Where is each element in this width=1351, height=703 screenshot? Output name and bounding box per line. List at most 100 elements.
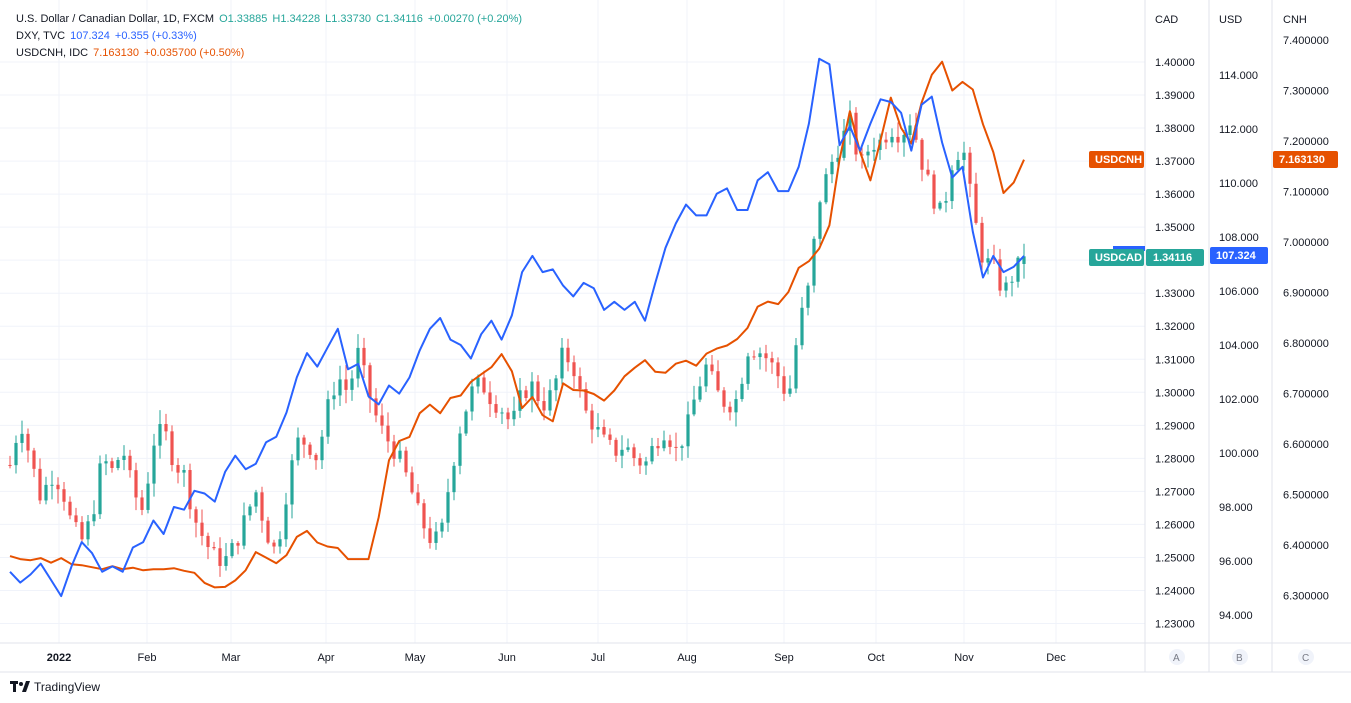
- candle-body: [236, 543, 240, 546]
- candle-body: [788, 388, 792, 394]
- cnh-tick-label: 7.400000: [1283, 35, 1329, 47]
- candle-body: [590, 410, 594, 430]
- usd-tick-label: 110.000: [1219, 178, 1258, 190]
- candle-body: [260, 492, 264, 521]
- candle-body: [698, 386, 702, 400]
- candle-body: [494, 404, 498, 413]
- scale-button-b-label: B: [1236, 653, 1243, 664]
- candle-body: [1016, 257, 1020, 282]
- candle-body: [812, 238, 816, 286]
- scale-button-c-label: C: [1302, 653, 1309, 664]
- scale-button-a-label: A: [1173, 653, 1180, 664]
- cad-tick-label: 1.28000: [1155, 453, 1195, 465]
- scale-button-c[interactable]: C: [1298, 649, 1314, 665]
- candle-body: [86, 521, 90, 540]
- candle-body: [848, 112, 852, 131]
- candle-body: [1004, 282, 1008, 291]
- cad-axis[interactable]: 1.40000 1.39000 1.38000 1.37000 1.36000 1.350…: [1155, 57, 1195, 631]
- candle-body: [212, 547, 216, 549]
- candle-body: [452, 465, 456, 493]
- usdcad-price-tag: USDCAD 1.34116: [1089, 246, 1204, 266]
- candle-body: [620, 449, 624, 456]
- candle-body: [410, 472, 414, 493]
- candle-body: [866, 151, 870, 156]
- cad-tick-label: 1.39000: [1155, 90, 1195, 102]
- candle-body: [998, 259, 1002, 291]
- month-label: Apr: [317, 652, 334, 664]
- candle-body: [116, 459, 120, 468]
- scale-button-a[interactable]: A: [1169, 649, 1185, 665]
- legend-usdcnh[interactable]: USDCNH, IDC 7.163130 +0.035700 (+0.50%): [16, 45, 249, 62]
- legend-usdcad-low: L1.33730: [325, 13, 372, 25]
- cad-tick-label: 1.25000: [1155, 552, 1195, 564]
- candle-body: [800, 307, 804, 346]
- legend-dxy-value: 107.324: [70, 30, 110, 42]
- candle-body: [152, 445, 156, 484]
- month-label: May: [405, 652, 426, 664]
- cnh-tick-label: 7.000000: [1283, 237, 1329, 249]
- candle-body: [908, 125, 912, 135]
- tradingview-logo[interactable]: TradingView: [10, 680, 100, 694]
- candle-body: [500, 412, 504, 414]
- candle-body: [8, 464, 12, 466]
- candle-body: [254, 492, 258, 507]
- candle-body: [716, 371, 720, 391]
- tradingview-brand: TradingView: [34, 680, 101, 694]
- candle-body: [632, 447, 636, 459]
- candle-body: [218, 548, 222, 566]
- candle-body: [956, 159, 960, 171]
- candle-body: [38, 468, 42, 501]
- usd-axis[interactable]: 114.000 112.000 110.000 108.000 106.000 104.0…: [1219, 70, 1259, 622]
- candle-body: [794, 345, 798, 389]
- usdcnh-tag-label: USDCNH: [1095, 154, 1142, 166]
- usd-tick-label: 104.000: [1219, 340, 1259, 352]
- candle-body: [962, 152, 966, 160]
- month-label: Oct: [867, 652, 884, 664]
- candle-body: [170, 431, 174, 466]
- usd-axis-header: USD: [1219, 14, 1242, 26]
- scale-button-b[interactable]: B: [1232, 649, 1248, 665]
- candle-body: [638, 458, 642, 466]
- candle-body: [440, 522, 444, 532]
- candle-body: [728, 406, 732, 413]
- candle-body: [266, 520, 270, 543]
- candle-body: [332, 395, 336, 400]
- candle-body: [344, 379, 348, 390]
- candle-body: [896, 136, 900, 143]
- candle-body: [446, 492, 450, 523]
- candle-body: [182, 470, 186, 473]
- legend-dxy[interactable]: DXY, TVC 107.324 +0.355 (+0.33%): [16, 28, 202, 45]
- candle-body: [776, 362, 780, 377]
- candle-body: [224, 556, 228, 566]
- candle-body: [230, 543, 234, 557]
- candle-body: [320, 436, 324, 461]
- candle-body: [188, 470, 192, 510]
- candle-body: [818, 202, 822, 239]
- time-axis[interactable]: 2022 Feb Mar Apr May Jun Jul Aug Sep Oct Nov Dec: [47, 652, 1067, 664]
- usdcad-tag-value: 1.34116: [1153, 252, 1192, 264]
- legend-usdcad-name: U.S. Dollar / Canadian Dollar, 1D, FXCM: [16, 13, 215, 25]
- candle-body: [674, 446, 678, 448]
- candle-body: [950, 170, 954, 202]
- legend-usdcad[interactable]: U.S. Dollar / Canadian Dollar, 1D, FXCM O…: [16, 11, 527, 28]
- candle-body: [692, 399, 696, 415]
- candle-body: [422, 503, 426, 529]
- candle-body: [146, 483, 150, 510]
- dxy-line: [9, 57, 1025, 598]
- usd-tick-label: 100.000: [1219, 448, 1259, 460]
- candle-body: [314, 454, 318, 461]
- candle-body: [830, 161, 834, 175]
- cnh-axis[interactable]: 7.400000 7.300000 7.200000 7.100000 7.000000…: [1283, 35, 1329, 603]
- cad-tick-label: 1.31000: [1155, 354, 1195, 366]
- candle-body: [560, 347, 564, 379]
- cad-tick-label: 1.30000: [1155, 387, 1195, 399]
- candle-body: [434, 531, 438, 543]
- candle-body: [740, 383, 744, 400]
- candle-body: [686, 414, 690, 447]
- candle-body: [710, 364, 714, 372]
- cad-tick-label: 1.27000: [1155, 486, 1195, 498]
- candle-body: [938, 202, 942, 209]
- candle-body: [20, 433, 24, 443]
- cnh-tick-label: 6.400000: [1283, 540, 1329, 552]
